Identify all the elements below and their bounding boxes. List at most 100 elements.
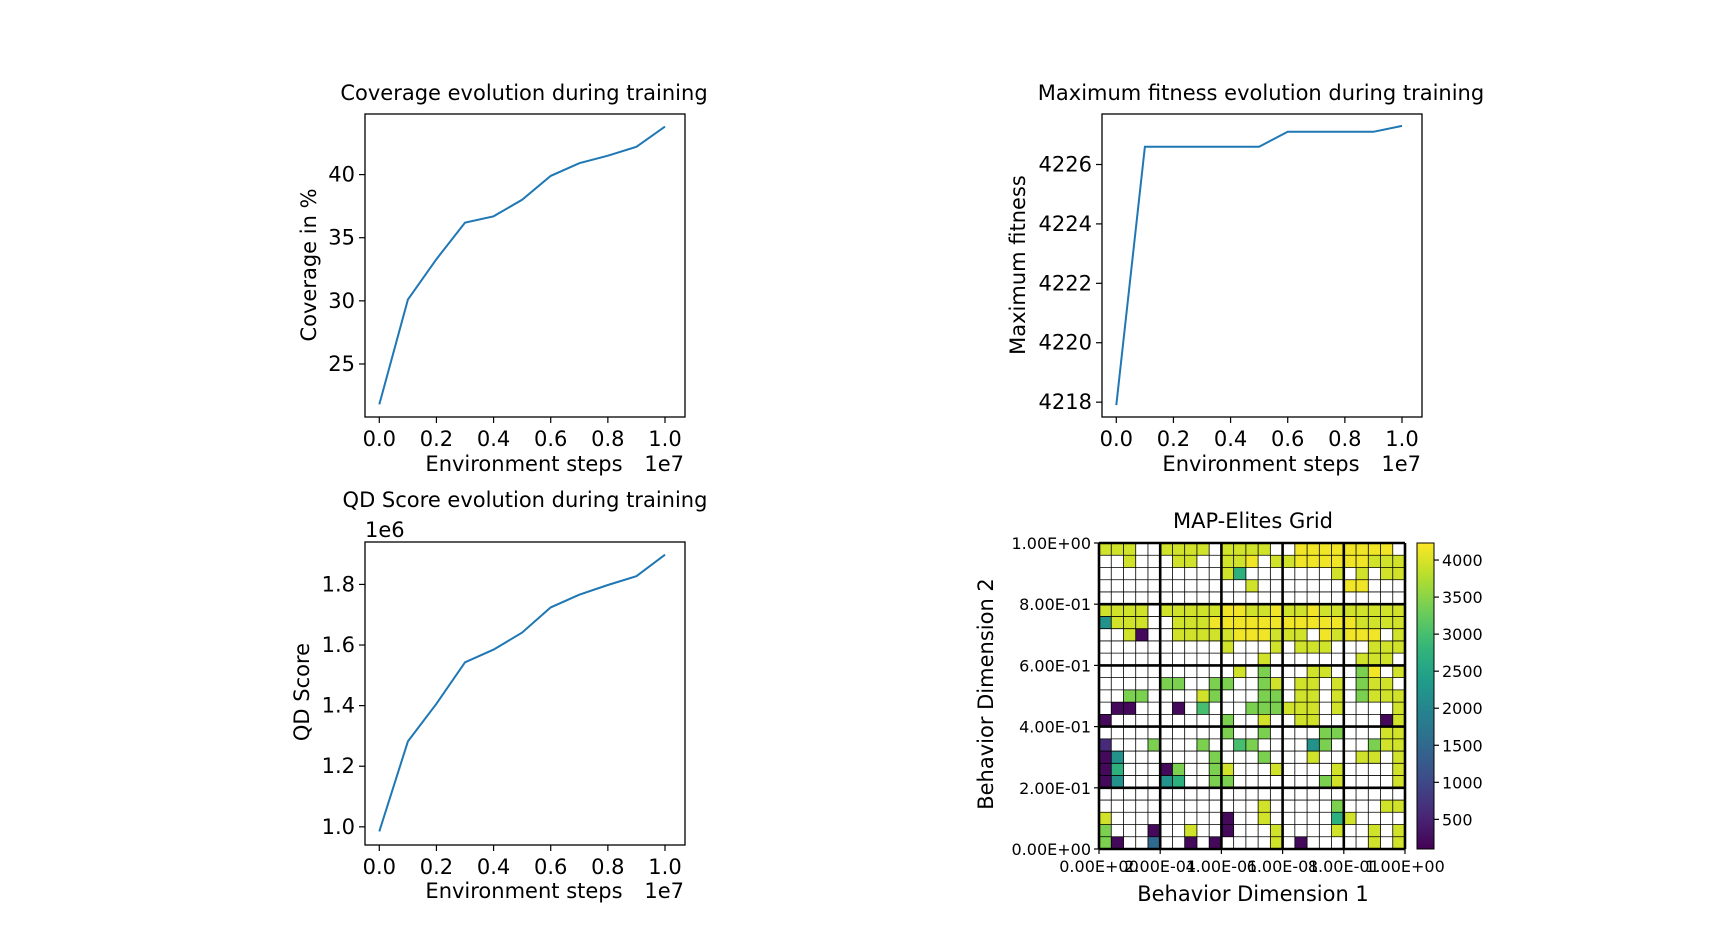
- map-elites-cell: [1356, 567, 1369, 581]
- map-elites-cell: [1392, 836, 1406, 850]
- map-elites-cell: [1221, 567, 1234, 581]
- coverage-chart-marks: 0.0 0.2 0.4 0.6 0.8 1.0 25 30 35 40: [328, 125, 682, 451]
- map-elites-title: MAP-Elites Grid: [1173, 509, 1333, 533]
- map-elites-colorbar-label: 2000: [1442, 699, 1483, 718]
- max-fitness-series-line: [1115, 124, 1403, 406]
- map-elites-cell: [1380, 616, 1394, 629]
- map-elites-cell: [1233, 628, 1247, 642]
- map-elites-cell: [1356, 604, 1369, 617]
- map-elites-cell: [1233, 567, 1247, 581]
- map-elites-cell: [1258, 800, 1271, 813]
- qd-score-xtick-label: 0.0: [363, 855, 396, 879]
- map-elites-cell: [1172, 628, 1185, 642]
- max-fitness-ytick-label: 4220: [1039, 331, 1092, 355]
- map-elites-cell: [1392, 567, 1406, 581]
- map-elites-ytick-label: 0.00E+00: [1012, 840, 1092, 859]
- map-elites-cell: [1147, 824, 1161, 838]
- map-elites-cell: [1258, 604, 1271, 617]
- map-elites-cell: [1307, 714, 1320, 727]
- map-elites-cell: [1111, 751, 1124, 764]
- map-elites-xtick-label: 4.00E-01: [1185, 857, 1257, 876]
- map-elites-cell: [1221, 604, 1234, 617]
- map-elites-cell: [1331, 567, 1345, 581]
- map-elites-cell: [1294, 714, 1308, 727]
- map-elites-cell: [1258, 628, 1271, 642]
- map-elites-cell: [1099, 836, 1112, 850]
- map-elites-cell: [1233, 543, 1247, 556]
- map-elites-colorbar-label: 1500: [1442, 736, 1483, 755]
- map-elites-cell: [1123, 689, 1137, 703]
- coverage-chart: Coverage evolution during training Cover…: [297, 81, 708, 476]
- map-elites-cell: [1221, 555, 1234, 568]
- map-elites-cell: [1356, 616, 1369, 629]
- map-elites-cell: [1319, 616, 1332, 629]
- map-elites-cell: [1319, 640, 1332, 654]
- map-elites-cell: [1368, 824, 1381, 838]
- map-elites-cell: [1356, 689, 1369, 703]
- map-elites-cell: [1307, 689, 1320, 703]
- map-elites-cell: [1245, 555, 1259, 568]
- max-fitness-xtick-label: 0.4: [1214, 427, 1247, 451]
- map-elites-cell: [1331, 775, 1345, 789]
- map-elites-cell: [1160, 543, 1173, 556]
- map-elites-xtick-label: 2.00E-01: [1124, 857, 1196, 876]
- map-elites-cell: [1307, 751, 1320, 764]
- map-elites-cell: [1172, 763, 1185, 776]
- map-elites-cell: [1209, 763, 1222, 776]
- map-elites-cell: [1307, 738, 1320, 752]
- max-fitness-ytick-label: 4218: [1039, 390, 1092, 414]
- map-elites-background: [1099, 543, 1405, 849]
- map-elites-cell: [1270, 677, 1283, 691]
- map-elites-cell: [1258, 726, 1271, 740]
- qd-score-chart: QD Score evolution during training QD Sc…: [290, 488, 707, 903]
- map-elites-cell: [1099, 714, 1112, 727]
- map-elites-cell: [1270, 824, 1283, 838]
- map-elites-cell: [1307, 604, 1320, 617]
- map-elites-cell: [1343, 555, 1357, 568]
- max-fitness-xtick-label: 0.8: [1328, 427, 1361, 451]
- map-elites-cell: [1380, 714, 1394, 727]
- map-elites-cell: [1196, 604, 1210, 617]
- map-elites-cell: [1123, 543, 1137, 556]
- max-fitness-chart-title: Maximum fitness evolution during trainin…: [1038, 81, 1484, 105]
- map-elites-cell: [1221, 812, 1234, 825]
- map-elites-cell: [1160, 763, 1173, 776]
- max-fitness-ytick-label: 4224: [1039, 212, 1092, 236]
- map-elites-cell: [1233, 665, 1247, 678]
- map-elites-cell: [1245, 604, 1259, 617]
- map-elites-cell: [1172, 543, 1185, 556]
- map-elites-cell: [1123, 628, 1137, 642]
- map-elites-cell: [1147, 836, 1161, 850]
- map-elites-cell: [1172, 775, 1185, 789]
- map-elites-cell: [1245, 702, 1259, 715]
- map-elites-cell: [1099, 616, 1112, 629]
- map-elites-cell: [1331, 616, 1345, 629]
- map-elites-cell: [1319, 726, 1332, 740]
- map-elites-cell: [1172, 604, 1185, 617]
- map-elites-cell: [1294, 555, 1308, 568]
- map-elites-cell: [1319, 604, 1332, 617]
- coverage-chart-ylabel: Coverage in %: [297, 188, 321, 341]
- map-elites-cell: [1258, 677, 1271, 691]
- map-elites-cell: [1331, 604, 1345, 617]
- map-elites-cell: [1111, 543, 1124, 556]
- map-elites-cell: [1282, 702, 1296, 715]
- map-elites-cell: [1392, 689, 1406, 703]
- map-elites-cell: [1196, 689, 1210, 703]
- map-elites-cell: [1356, 628, 1369, 642]
- map-elites-cell: [1368, 836, 1381, 850]
- map-elites-cell: [1368, 543, 1381, 556]
- qd-score-chart-y-multiplier: 1e6: [365, 518, 405, 542]
- map-elites-cell: [1368, 616, 1381, 629]
- map-elites-cell: [1368, 555, 1381, 568]
- map-elites-cell: [1392, 824, 1406, 838]
- map-elites-cell: [1331, 763, 1345, 776]
- qd-score-xtick-label: 0.8: [591, 855, 624, 879]
- map-elites-cell: [1258, 714, 1271, 727]
- qd-score-chart-marks: 0.0 0.2 0.4 0.6 0.8 1.0 1.0 1.2 1.4 1.6 1.8: [322, 553, 682, 879]
- map-elites-cell: [1270, 616, 1283, 629]
- max-fitness-xtick-label: 1.0: [1385, 427, 1418, 451]
- map-elites-cell: [1319, 775, 1332, 789]
- map-elites-cell: [1294, 689, 1308, 703]
- map-elites-cell: [1343, 812, 1357, 825]
